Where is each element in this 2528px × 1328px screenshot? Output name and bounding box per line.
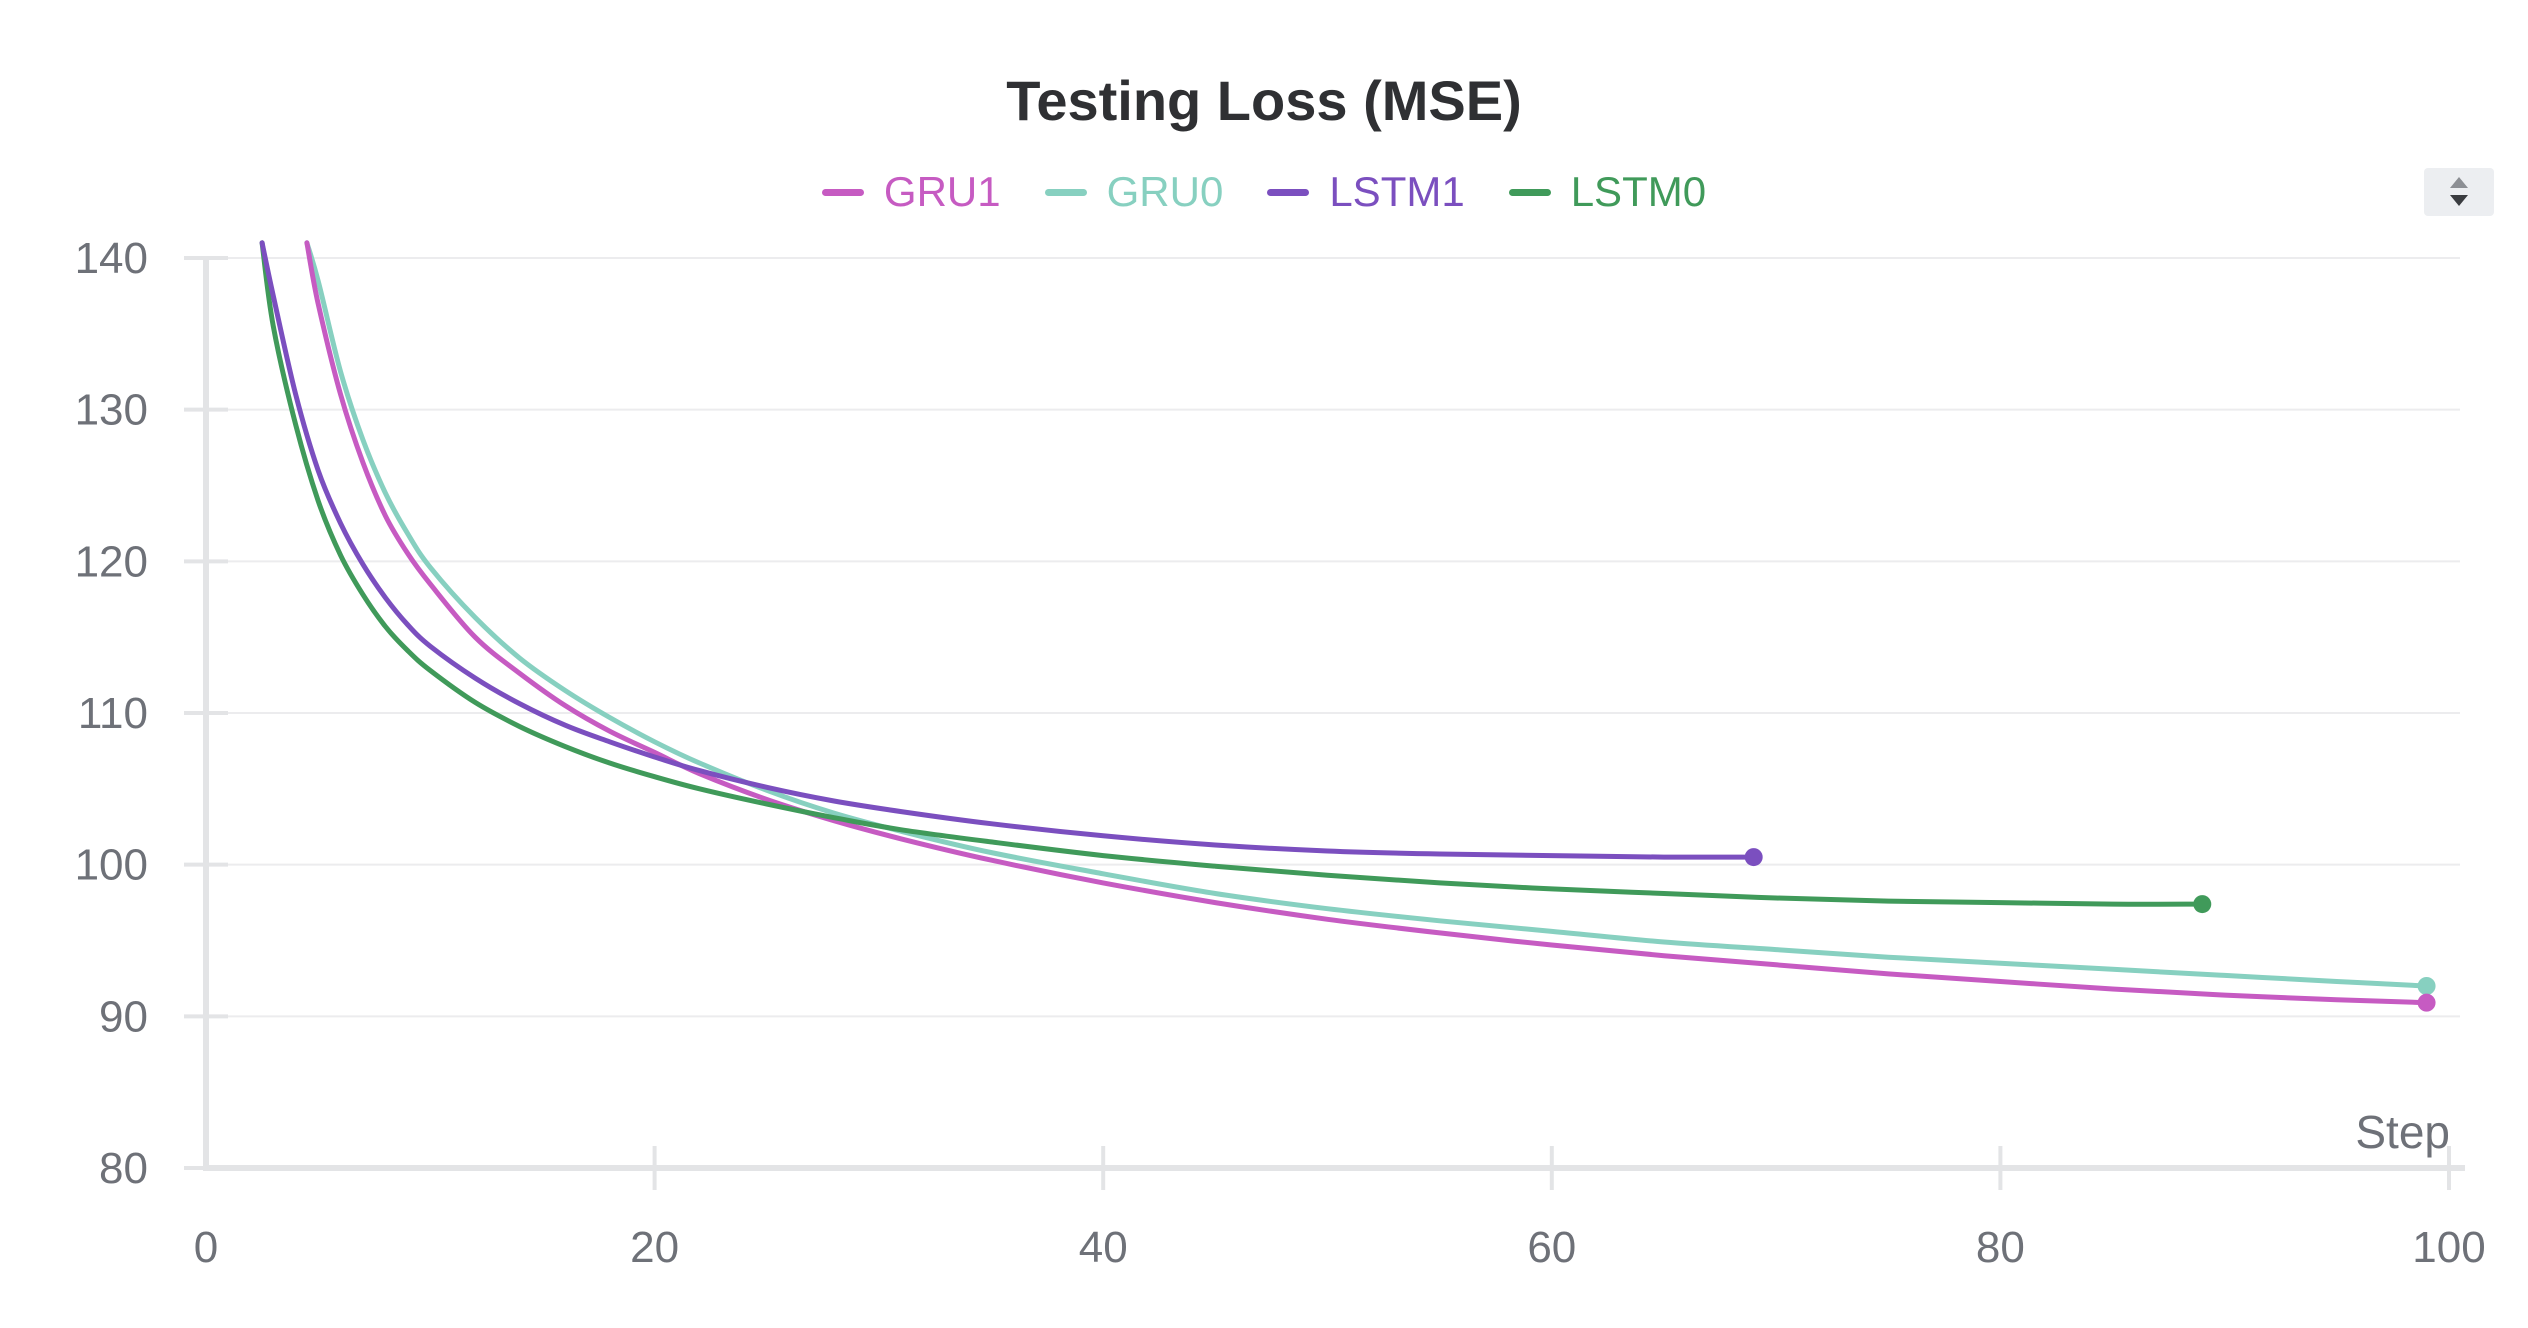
x-tick-label: 80 xyxy=(1976,1223,2025,1272)
x-tick-label: 60 xyxy=(1527,1223,1576,1272)
y-tick-label: 90 xyxy=(99,992,148,1041)
y-tick-label: 80 xyxy=(99,1144,148,1193)
x-tick-label: 100 xyxy=(2412,1223,2485,1272)
x-tick-label: 0 xyxy=(194,1223,218,1272)
legend-item-gru0[interactable]: GRU0 xyxy=(1044,168,1224,216)
axes xyxy=(203,256,2465,1171)
series-endpoint-gru1[interactable] xyxy=(2417,993,2436,1012)
legend-label: GRU1 xyxy=(883,168,1001,215)
sort-arrows-icon[interactable] xyxy=(2424,168,2494,216)
y-tick-label: 140 xyxy=(75,234,148,283)
y-tick-label: 120 xyxy=(75,537,148,586)
legend-swatch xyxy=(1508,188,1551,196)
series-line-gru0[interactable] xyxy=(304,240,2430,989)
legend-item-gru1[interactable]: GRU1 xyxy=(821,168,1001,216)
series-endpoint-gru0[interactable] xyxy=(2417,977,2436,995)
arrow-up-icon xyxy=(2450,177,2468,188)
y-tick-label: 100 xyxy=(75,841,148,890)
legend-item-lstm1[interactable]: LSTM1 xyxy=(1267,168,1465,216)
legend-label: GRU0 xyxy=(1106,168,1224,215)
x-tick-label: 40 xyxy=(1079,1223,1128,1272)
tick-labels: 80 90 100 110 120 130 140 0 20 40 60 80 100 xyxy=(75,234,2486,1272)
series-line-lstm0[interactable] xyxy=(259,240,2205,907)
x-tick-label: 20 xyxy=(630,1223,679,1272)
arrow-down-icon xyxy=(2450,195,2468,206)
legend: GRU1 GRU0 LSTM1 LSTM0 xyxy=(0,168,2528,216)
series-endpoint-lstm0[interactable] xyxy=(2193,895,2212,914)
legend-label: LSTM0 xyxy=(1570,168,1707,215)
legend-swatch xyxy=(821,188,864,196)
legend-label: LSTM1 xyxy=(1329,168,1465,215)
x-axis-title: Step xyxy=(2355,1106,2450,1158)
chart-title: Testing Loss (MSE) xyxy=(1006,69,1522,132)
series-endpoint-lstm1[interactable] xyxy=(1744,848,1763,867)
series-lines xyxy=(259,240,2436,1012)
series-line-lstm1[interactable] xyxy=(259,240,1757,860)
series-line-gru1[interactable] xyxy=(304,240,2430,1006)
y-tick-label: 110 xyxy=(78,689,148,738)
y-tick-label: 130 xyxy=(75,386,148,435)
legend-item-lstm0[interactable]: LSTM0 xyxy=(1508,168,1707,216)
legend-swatch xyxy=(1267,188,1310,196)
gridlines xyxy=(184,256,2460,1190)
legend-swatch xyxy=(1044,188,1087,196)
